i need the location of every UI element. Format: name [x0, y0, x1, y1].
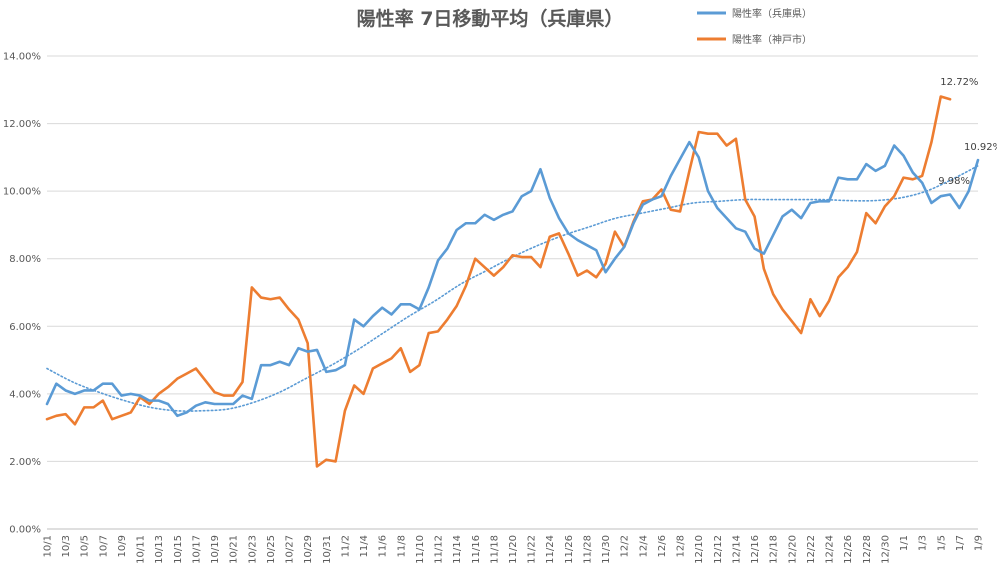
x-tick-label: 10/11 [136, 535, 147, 564]
x-tick-label: 10/23 [247, 535, 258, 564]
data-label: 10.92% [964, 142, 997, 153]
x-tick-label: 12/2 [620, 535, 631, 557]
x-tick-label: 11/22 [527, 535, 538, 564]
legend: 陽性率（兵庫県） 陽性率（神戸市） [697, 7, 812, 46]
series-line-kobe [45, 95, 952, 468]
y-tick-label: 4.00% [9, 389, 41, 400]
data-labels: 12.72% 10.92% 9.98% [938, 77, 997, 187]
data-label: 9.98% [938, 176, 970, 187]
x-tick-label: 11/10 [415, 535, 426, 564]
chart-title: 陽性率 7日移動平均（兵庫県） [357, 7, 624, 30]
x-tick-label: 11/14 [452, 535, 463, 564]
x-tick-label: 12/18 [769, 535, 780, 564]
x-tick-label: 10/3 [61, 535, 72, 557]
x-tick-label: 11/2 [340, 535, 351, 557]
x-axis-ticks: 10/1 10/3 10/5 10/7 10/9 10/11 10/13 10/15 10/17… [43, 535, 985, 564]
x-tick-label: 10/21 [229, 535, 240, 564]
y-tick-label: 10.00% [3, 187, 41, 198]
series-line-hyogo [45, 140, 980, 418]
series-lines [45, 95, 980, 468]
x-tick-label: 11/8 [396, 535, 407, 557]
x-tick-label: 10/5 [80, 535, 91, 557]
x-tick-label: 10/1 [43, 535, 54, 557]
x-tick-label: 11/4 [359, 535, 370, 557]
x-tick-label: 11/12 [434, 535, 445, 564]
x-tick-label: 1/7 [955, 535, 966, 551]
x-tick-label: 12/16 [750, 535, 761, 564]
x-tick-label: 12/8 [676, 535, 687, 557]
x-tick-label: 12/14 [731, 535, 742, 564]
x-tick-label: 11/28 [582, 535, 593, 564]
x-tick-label: 10/9 [117, 535, 128, 557]
x-tick-label: 10/13 [154, 535, 165, 564]
y-axis-ticks: 0.00% 2.00% 4.00% 6.00% 8.00% 10.00% 12.00% 14.… [3, 52, 41, 536]
x-tick-label: 10/7 [98, 535, 109, 557]
x-tick-label: 1/5 [936, 535, 947, 551]
x-tick-label: 10/31 [322, 535, 333, 564]
x-tick-label: 12/30 [880, 535, 891, 564]
y-tick-label: 14.00% [3, 52, 41, 63]
x-tick-label: 10/19 [210, 535, 221, 564]
x-tick-label: 11/18 [489, 535, 500, 564]
y-tick-label: 0.00% [9, 525, 41, 536]
x-tick-label: 1/9 [974, 535, 985, 551]
x-tick-label: 12/6 [657, 535, 668, 557]
x-tick-label: 11/24 [545, 535, 556, 564]
x-tick-label: 12/22 [806, 535, 817, 564]
x-tick-label: 12/10 [694, 535, 705, 564]
x-tick-label: 12/26 [843, 535, 854, 564]
x-tick-label: 10/29 [303, 535, 314, 564]
x-tick-label: 11/30 [601, 535, 612, 564]
x-tick-label: 11/20 [508, 535, 519, 564]
y-tick-label: 12.00% [3, 119, 41, 130]
x-tick-label: 12/20 [787, 535, 798, 564]
x-tick-label: 10/27 [285, 535, 296, 564]
y-tick-label: 8.00% [9, 254, 41, 265]
grid-lines [47, 55, 978, 530]
y-tick-label: 6.00% [9, 322, 41, 333]
x-tick-label: 10/25 [266, 535, 277, 564]
x-tick-label: 10/15 [173, 535, 184, 564]
x-tick-label: 12/4 [638, 535, 649, 557]
x-tick-label: 11/26 [564, 535, 575, 564]
x-tick-label: 12/24 [825, 535, 836, 564]
x-tick-label: 12/28 [862, 535, 873, 564]
y-tick-label: 2.00% [9, 457, 41, 468]
legend-label-hyogo: 陽性率（兵庫県） [732, 7, 812, 20]
x-tick-label: 12/12 [713, 535, 724, 564]
x-tick-label: 11/6 [378, 535, 389, 557]
x-tick-label: 1/3 [918, 535, 929, 551]
x-tick-label: 11/16 [471, 535, 482, 564]
legend-label-kobe: 陽性率（神戸市） [732, 33, 812, 46]
x-tick-label: 10/17 [191, 535, 202, 564]
data-label: 12.72% [940, 77, 978, 88]
x-tick-label: 1/1 [899, 535, 910, 551]
